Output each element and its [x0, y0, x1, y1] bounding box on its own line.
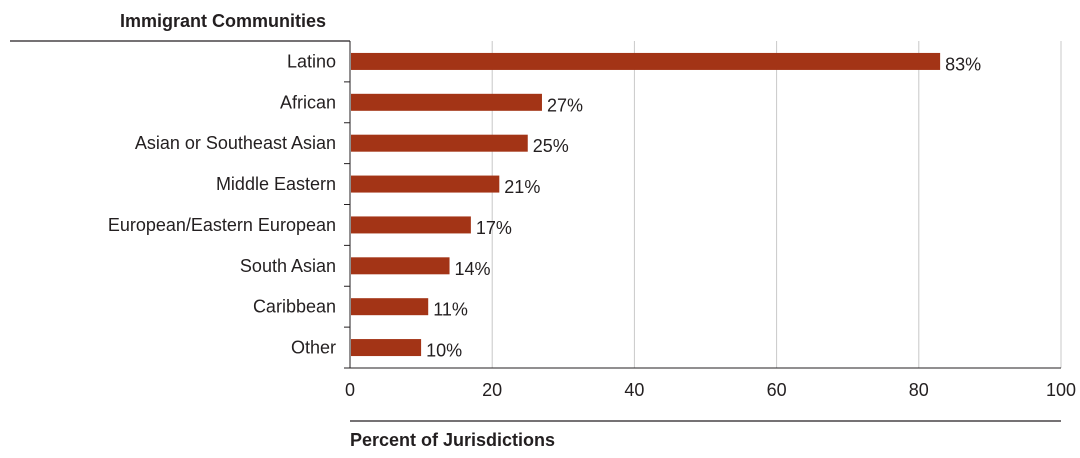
gridlines: [491, 41, 1062, 368]
bars: [351, 52, 941, 357]
bar-asian-or-southeast-asian: [351, 134, 528, 152]
category-label: Latino: [287, 51, 336, 71]
data-label: 17%: [476, 218, 512, 238]
y-axis-ticks: [344, 40, 350, 369]
bar-latino: [351, 52, 941, 70]
data-label: 11%: [433, 300, 468, 320]
data-label: 27%: [547, 95, 583, 115]
bar-african: [351, 93, 542, 111]
x-tick-label: 80: [909, 380, 929, 400]
x-tick-label: 40: [624, 380, 644, 400]
category-label: Middle Eastern: [216, 174, 336, 194]
x-tick-label: 100: [1046, 380, 1076, 400]
data-label: 25%: [533, 136, 569, 156]
category-label: Caribbean: [253, 297, 336, 317]
data-label: 83%: [945, 54, 981, 74]
x-tick-label: 20: [482, 380, 502, 400]
bar-european-eastern-european: [351, 216, 471, 234]
category-labels: Latino African Asian or Southeast Asian Mid…: [108, 51, 336, 357]
x-axis-title: Percent of Jurisdictions: [350, 430, 555, 450]
data-label: 10%: [426, 341, 462, 361]
category-axis-heading: Immigrant Communities: [120, 11, 326, 31]
x-axis-tick-labels: 0 20 40 60 80 100: [345, 380, 1076, 400]
category-label: Other: [291, 338, 336, 358]
bar-caribbean: [351, 298, 429, 316]
bar-middle-eastern: [351, 175, 500, 193]
category-label: African: [280, 92, 336, 112]
x-tick-label: 60: [767, 380, 787, 400]
data-labels: 83% 27% 25% 21% 17% 14% 11% 10%: [426, 54, 981, 360]
category-label: Asian or Southeast Asian: [135, 133, 336, 153]
data-label: 21%: [504, 177, 540, 197]
bar-other: [351, 339, 422, 357]
category-label: South Asian: [240, 256, 336, 276]
category-label: European/Eastern European: [108, 215, 336, 235]
bar-south-asian: [351, 257, 450, 275]
x-tick-label: 0: [345, 380, 355, 400]
data-label: 14%: [455, 259, 491, 279]
